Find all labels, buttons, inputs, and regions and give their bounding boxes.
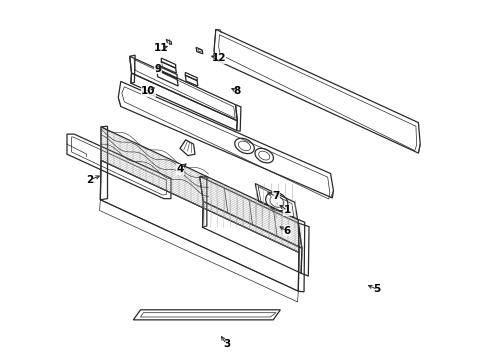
Text: 1: 1 <box>284 206 290 216</box>
Text: 9: 9 <box>154 64 161 74</box>
Text: 2: 2 <box>86 175 93 185</box>
Text: 12: 12 <box>211 53 225 63</box>
Text: 3: 3 <box>223 339 230 349</box>
Text: 6: 6 <box>283 226 290 236</box>
Text: 10: 10 <box>141 86 155 96</box>
Text: 4: 4 <box>176 164 183 174</box>
Text: 8: 8 <box>232 86 240 96</box>
Text: 11: 11 <box>154 43 168 53</box>
Text: 7: 7 <box>272 191 279 201</box>
Text: 5: 5 <box>373 284 380 294</box>
